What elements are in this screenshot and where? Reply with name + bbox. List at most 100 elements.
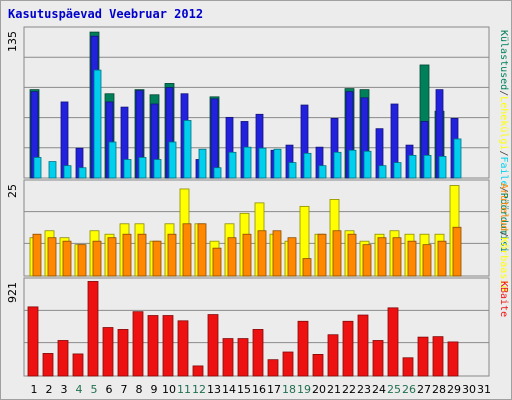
bar-files-12 — [198, 148, 207, 179]
bar-files-20 — [318, 165, 327, 179]
day-label-8: 8 — [136, 383, 143, 396]
bar-kbaite-29 — [447, 341, 459, 377]
day-label-5: 5 — [91, 383, 98, 396]
day-label-19: 19 — [297, 383, 311, 396]
top-legend-item-6: Pöördumisi — [498, 193, 509, 253]
bar-files-5 — [93, 69, 102, 179]
bar-korbaasid-15 — [242, 233, 252, 277]
bar-kbaite-11 — [177, 320, 189, 377]
bar-korbaasid-26 — [407, 240, 417, 277]
bar-kbaite-15 — [237, 338, 249, 377]
bar-files-29 — [453, 138, 462, 179]
bar-files-13 — [213, 167, 222, 179]
day-label-15: 15 — [237, 383, 251, 396]
bar-korbaasid-6 — [107, 237, 117, 277]
bar-files-10 — [168, 141, 177, 179]
bar-korbaasid-14 — [227, 237, 237, 277]
bar-files-16 — [258, 147, 267, 179]
day-label-22: 22 — [342, 383, 356, 396]
middle-legend: Arutelud/Kõrbaasid — [498, 183, 509, 291]
day-label-6: 6 — [106, 383, 113, 396]
bar-korbaasid-19 — [302, 258, 312, 277]
bar-korbaasid-24 — [377, 237, 387, 277]
day-label-4: 4 — [76, 383, 83, 396]
bar-korbaasid-7 — [122, 233, 132, 277]
day-label-25: 25 — [387, 383, 401, 396]
bar-kbaite-28 — [432, 336, 444, 377]
day-label-30: 30 — [462, 383, 476, 396]
bar-kbaite-5 — [87, 281, 99, 377]
bar-kbaite-1 — [27, 306, 39, 377]
bar-kbaite-21 — [327, 334, 339, 377]
day-label-3: 3 — [61, 383, 68, 396]
day-label-28: 28 — [432, 383, 446, 396]
bar-files-14 — [228, 151, 237, 179]
bar-korbaasid-29 — [452, 226, 462, 277]
bar-kbaite-10 — [162, 315, 174, 377]
bar-kbaite-12 — [192, 365, 204, 377]
bar-kbaite-16 — [252, 329, 264, 377]
top-legend-item-4: Faile — [498, 156, 509, 186]
bar-korbaasid-1 — [32, 233, 42, 277]
bar-korbaasid-13 — [212, 247, 222, 277]
day-label-7: 7 — [121, 383, 128, 396]
middle-legend-item-2: Kõrbaasid — [498, 237, 509, 291]
bar-files-22 — [348, 149, 357, 179]
bar-kbaite-19 — [297, 320, 309, 377]
bar-kbaite-22 — [342, 320, 354, 377]
bar-korbaasid-21 — [332, 230, 342, 277]
day-label-26: 26 — [402, 383, 416, 396]
bar-files-21 — [333, 151, 342, 179]
bar-kbaite-20 — [312, 353, 324, 377]
bar-kbaite-24 — [372, 340, 384, 377]
bar-files-9 — [153, 159, 162, 179]
top-legend-item-3: / — [498, 150, 509, 156]
bar-files-27 — [423, 154, 432, 179]
chart-title: Kasutuspäevad Veebruar 2012 — [8, 7, 204, 21]
bar-kbaite-18 — [282, 351, 294, 377]
bar-kbaite-14 — [222, 338, 234, 377]
bar-korbaasid-12 — [197, 223, 207, 277]
bar-files-1 — [33, 157, 42, 179]
day-label-12: 12 — [192, 383, 206, 396]
bar-kbaite-3 — [57, 340, 69, 377]
bar-korbaasid-18 — [287, 237, 297, 277]
bar-korbaasid-9 — [152, 240, 162, 277]
top-legend-item-1: / — [498, 90, 509, 96]
y-max-label-middle: 25 — [6, 184, 19, 198]
bottom-legend-item-0: KBaite — [498, 281, 509, 317]
bar-kbaite-27 — [417, 336, 429, 377]
bar-korbaasid-22 — [347, 233, 357, 277]
bar-kbaite-17 — [267, 359, 279, 377]
bar-files-4 — [78, 167, 87, 179]
middle-legend-item-0: Arutelud — [498, 183, 509, 231]
bar-kbaite-25 — [387, 307, 399, 377]
bar-files-7 — [123, 159, 132, 179]
top-legend: Külastused/Lehekülgi/Faile/Pöördumisi — [498, 30, 509, 253]
bar-kbaite-13 — [207, 314, 219, 377]
bar-files-28 — [438, 156, 447, 179]
bar-kbaite-7 — [117, 329, 129, 377]
bar-korbaasid-17 — [272, 230, 282, 277]
bar-files-3 — [63, 165, 72, 179]
day-label-23: 23 — [357, 383, 371, 396]
day-label-27: 27 — [417, 383, 431, 396]
bar-files-6 — [108, 141, 117, 179]
day-label-2: 2 — [46, 383, 53, 396]
day-label-24: 24 — [372, 383, 386, 396]
bar-kbaite-6 — [102, 327, 114, 377]
bar-files-17 — [273, 148, 282, 179]
bar-korbaasid-25 — [392, 237, 402, 277]
bar-files-2 — [48, 161, 57, 179]
bar-kbaite-8 — [132, 311, 144, 377]
day-label-10: 10 — [162, 383, 176, 396]
bar-kbaite-9 — [147, 315, 159, 377]
day-label-1: 1 — [31, 383, 38, 396]
bar-files-11 — [183, 120, 192, 179]
top-legend-item-2: Lehekülgi — [498, 96, 509, 150]
day-label-21: 21 — [327, 383, 341, 396]
bar-korbaasid-20 — [317, 233, 327, 277]
bar-files-24 — [378, 165, 387, 179]
bar-korbaasid-2 — [47, 237, 57, 277]
day-label-14: 14 — [222, 383, 236, 396]
